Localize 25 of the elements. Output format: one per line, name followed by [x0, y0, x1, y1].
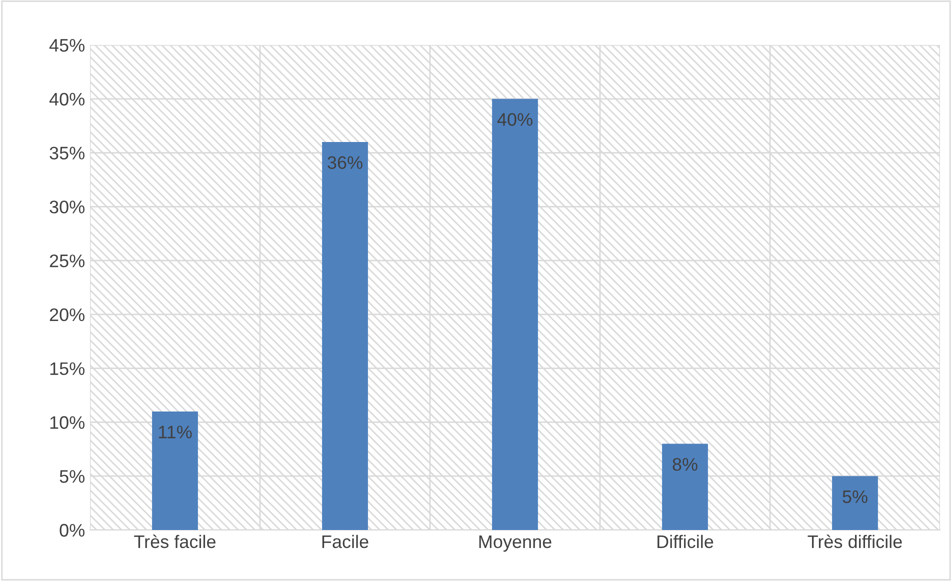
y-tick-label: 35%: [50, 146, 84, 160]
bar: [152, 411, 198, 530]
bar: [662, 444, 708, 530]
x-tick-label: Très facile: [134, 534, 216, 548]
y-tick-label: 5%: [60, 470, 84, 483]
bar: [492, 98, 538, 530]
y-tick-label: 15%: [50, 362, 84, 376]
data-label: 36%: [328, 156, 362, 169]
y-tick-label: 20%: [50, 308, 84, 322]
data-label: 11%: [158, 426, 192, 438]
y-tick-label: 40%: [49, 92, 84, 106]
y-tick-label: 30%: [50, 200, 84, 214]
y-tick-label: 25%: [50, 254, 84, 268]
x-tick-label: Facile: [322, 534, 368, 548]
x-tick-label: Très difficile: [808, 534, 902, 548]
data-label: 8%: [672, 458, 698, 471]
data-label: 40%: [497, 113, 532, 126]
y-tick-label: 0%: [60, 524, 84, 537]
data-label: 5%: [842, 490, 868, 504]
y-tick-label: 45%: [49, 39, 84, 52]
y-tick-label: 10%: [50, 416, 84, 429]
bar: [322, 142, 368, 530]
x-tick-label: Difficile: [658, 534, 714, 548]
x-tick-label: Moyenne: [479, 536, 552, 552]
bar: [832, 476, 878, 530]
